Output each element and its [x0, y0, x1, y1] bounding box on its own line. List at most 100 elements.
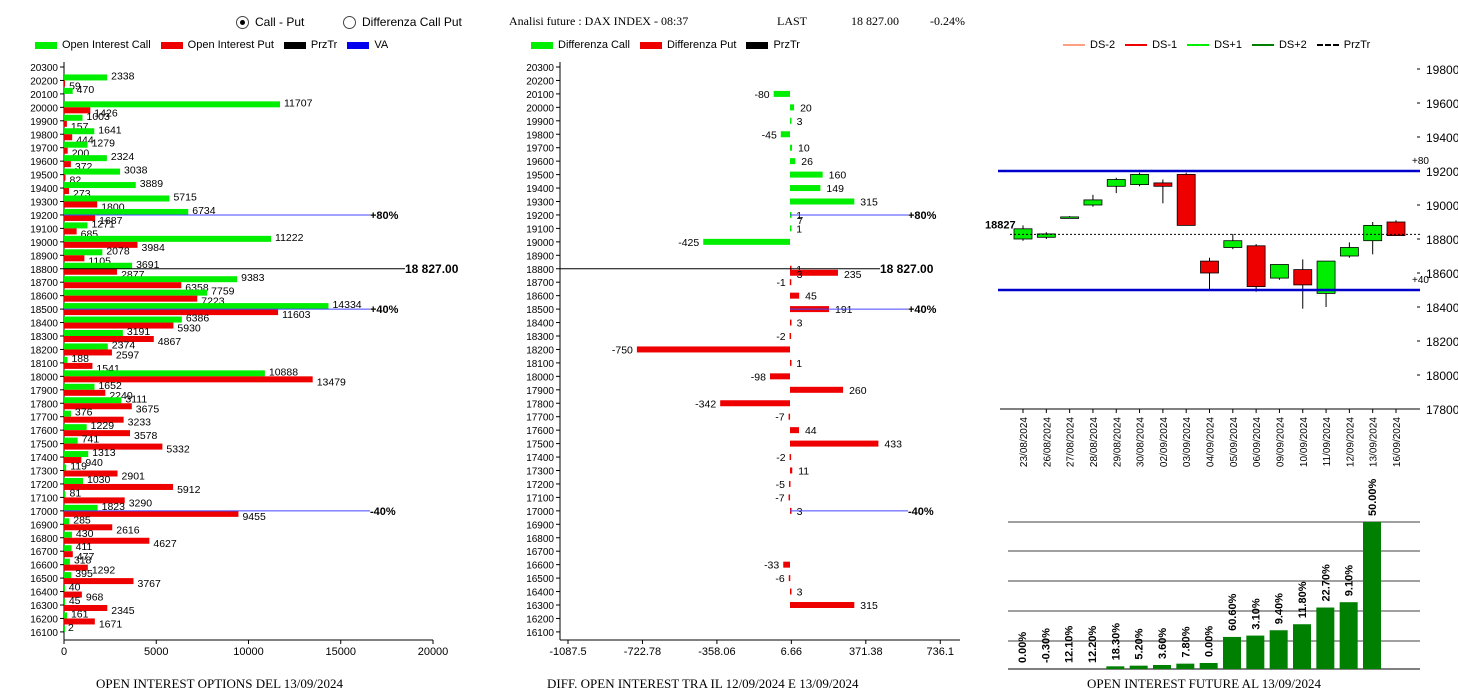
call-bar — [64, 518, 70, 525]
call-value-label: 3111 — [125, 393, 147, 405]
diff-bar — [790, 386, 844, 393]
diff-bar — [790, 319, 792, 326]
strike-tick-label: 16900 — [526, 520, 554, 531]
call-value-label: 1641 — [98, 124, 122, 136]
date-tick-label: 13/09/2024 — [1369, 417, 1380, 467]
legend-label: DS-2 — [1090, 39, 1116, 51]
prztr-label: 18 827.00 — [880, 262, 934, 276]
call-bar — [64, 330, 123, 336]
va-level-label: +80% — [908, 210, 937, 222]
strike-tick-label: 17300 — [30, 467, 58, 478]
put-value-label: 2345 — [111, 605, 135, 617]
va-level-label: +40% — [908, 304, 937, 316]
legend-swatch-prztr — [283, 41, 306, 49]
diff-value-label: 44 — [805, 425, 817, 437]
put-value-label: 5912 — [177, 484, 201, 496]
call-bar — [64, 208, 189, 215]
call-bar — [64, 558, 70, 565]
call-value-label: 1229 — [91, 420, 115, 432]
put-value-label: 3675 — [136, 403, 160, 415]
strike-tick-label: 19700 — [30, 144, 58, 155]
legend-item: DS+1 — [1187, 39, 1242, 51]
legend-label: PrzTr — [773, 39, 800, 51]
legend-label: PrzTr — [310, 39, 338, 51]
oi-bar — [1339, 602, 1358, 669]
level-label: +40 — [1412, 275, 1429, 286]
call-value-label: 2338 — [111, 70, 135, 82]
price-tick-label: 17800 — [1426, 403, 1458, 417]
call-value-label: 411 — [76, 541, 93, 553]
radio-selected-icon[interactable] — [236, 15, 249, 29]
oi-bar — [1199, 662, 1218, 669]
candle-body — [1130, 173, 1149, 185]
diff-value-label: 315 — [860, 600, 878, 612]
strike-tick-label: 16700 — [30, 547, 58, 558]
diff-bar — [790, 588, 792, 595]
put-bar — [64, 376, 313, 383]
diff-bar — [789, 454, 792, 461]
strike-tick-label: 16300 — [526, 601, 554, 612]
put-value-label: 3578 — [134, 430, 158, 442]
put-value-label: 59 — [69, 80, 81, 92]
put-bar — [64, 120, 67, 127]
strike-tick-label: 17500 — [526, 440, 554, 451]
diff-value-label: -750 — [612, 344, 633, 356]
x-tick-label: 736.1 — [927, 646, 955, 658]
put-value-label: 2597 — [116, 349, 140, 361]
call-value-label: 3191 — [127, 326, 151, 338]
put-value-label: 5930 — [177, 323, 201, 335]
call-value-label: 376 — [75, 407, 93, 419]
oi-pct-label: 7.80% — [1180, 626, 1192, 657]
legend-label: DS-1 — [1152, 39, 1178, 51]
strike-tick-label: 19500 — [30, 171, 58, 182]
strike-tick-label: 17600 — [526, 426, 554, 437]
radio-call-put[interactable]: Call - Put — [236, 15, 304, 29]
strike-tick-label: 19600 — [30, 157, 58, 168]
strike-tick-label: 17700 — [526, 413, 554, 424]
radio-differenza-label: Differenza Call Put — [362, 15, 462, 29]
strike-tick-label: 19300 — [526, 198, 554, 209]
strike-tick-label: 17500 — [30, 440, 58, 451]
put-bar — [64, 214, 96, 221]
strike-tick-label: 18700 — [526, 278, 554, 289]
diff-bar — [790, 602, 855, 608]
call-value-label: 6386 — [186, 313, 210, 325]
call-value-label: 1003 — [87, 111, 111, 123]
strike-tick-label: 19200 — [526, 211, 554, 222]
call-value-label: 3691 — [136, 259, 160, 271]
oi-bar — [1363, 522, 1381, 669]
diff-value-label: -2 — [776, 452, 785, 464]
legend-swatch-put — [160, 41, 183, 49]
legend-item: DS-1 — [1125, 39, 1177, 51]
call-value-label: 6734 — [192, 205, 216, 217]
legend-label: Open Interest Put — [187, 39, 274, 51]
price-tick-label: 18200 — [1426, 335, 1458, 349]
put-bar — [64, 349, 112, 356]
put-value-label: 3767 — [138, 578, 162, 590]
call-value-label: 3889 — [140, 178, 164, 190]
oi-pct-label: 9.10% — [1344, 565, 1356, 596]
diff-value-label: 11 — [798, 466, 809, 478]
caption-mid: DIFF. OPEN INTEREST TRA IL 12/09/2024 E … — [547, 676, 859, 691]
strike-tick-label: 18400 — [30, 319, 58, 330]
radio-unselected-icon[interactable] — [343, 15, 356, 29]
put-bar — [64, 295, 198, 302]
radio-differenza[interactable]: Differenza Call Put — [343, 15, 462, 29]
call-value-label: 741 — [82, 434, 100, 446]
date-tick-label: 02/09/2024 — [1159, 417, 1170, 467]
date-tick-label: 11/09/2024 — [1322, 417, 1333, 467]
put-value-label: 3290 — [129, 497, 153, 509]
call-bar — [64, 114, 83, 121]
candle-body — [1223, 240, 1243, 248]
date-tick-label: 12/09/2024 — [1345, 417, 1356, 467]
candle-body — [1036, 233, 1056, 238]
diff-value-label: 10 — [798, 143, 810, 155]
call-bar — [64, 343, 108, 350]
strike-tick-label: 16600 — [526, 561, 554, 572]
prztr-label: 18 827.00 — [405, 262, 459, 276]
legend-swatch-prztr — [746, 41, 769, 49]
diff-value-label: 433 — [884, 439, 902, 451]
legend-item: PrzTr — [283, 39, 338, 51]
date-tick-label: 29/08/2024 — [1112, 417, 1123, 467]
strike-tick-label: 18200 — [30, 345, 58, 356]
